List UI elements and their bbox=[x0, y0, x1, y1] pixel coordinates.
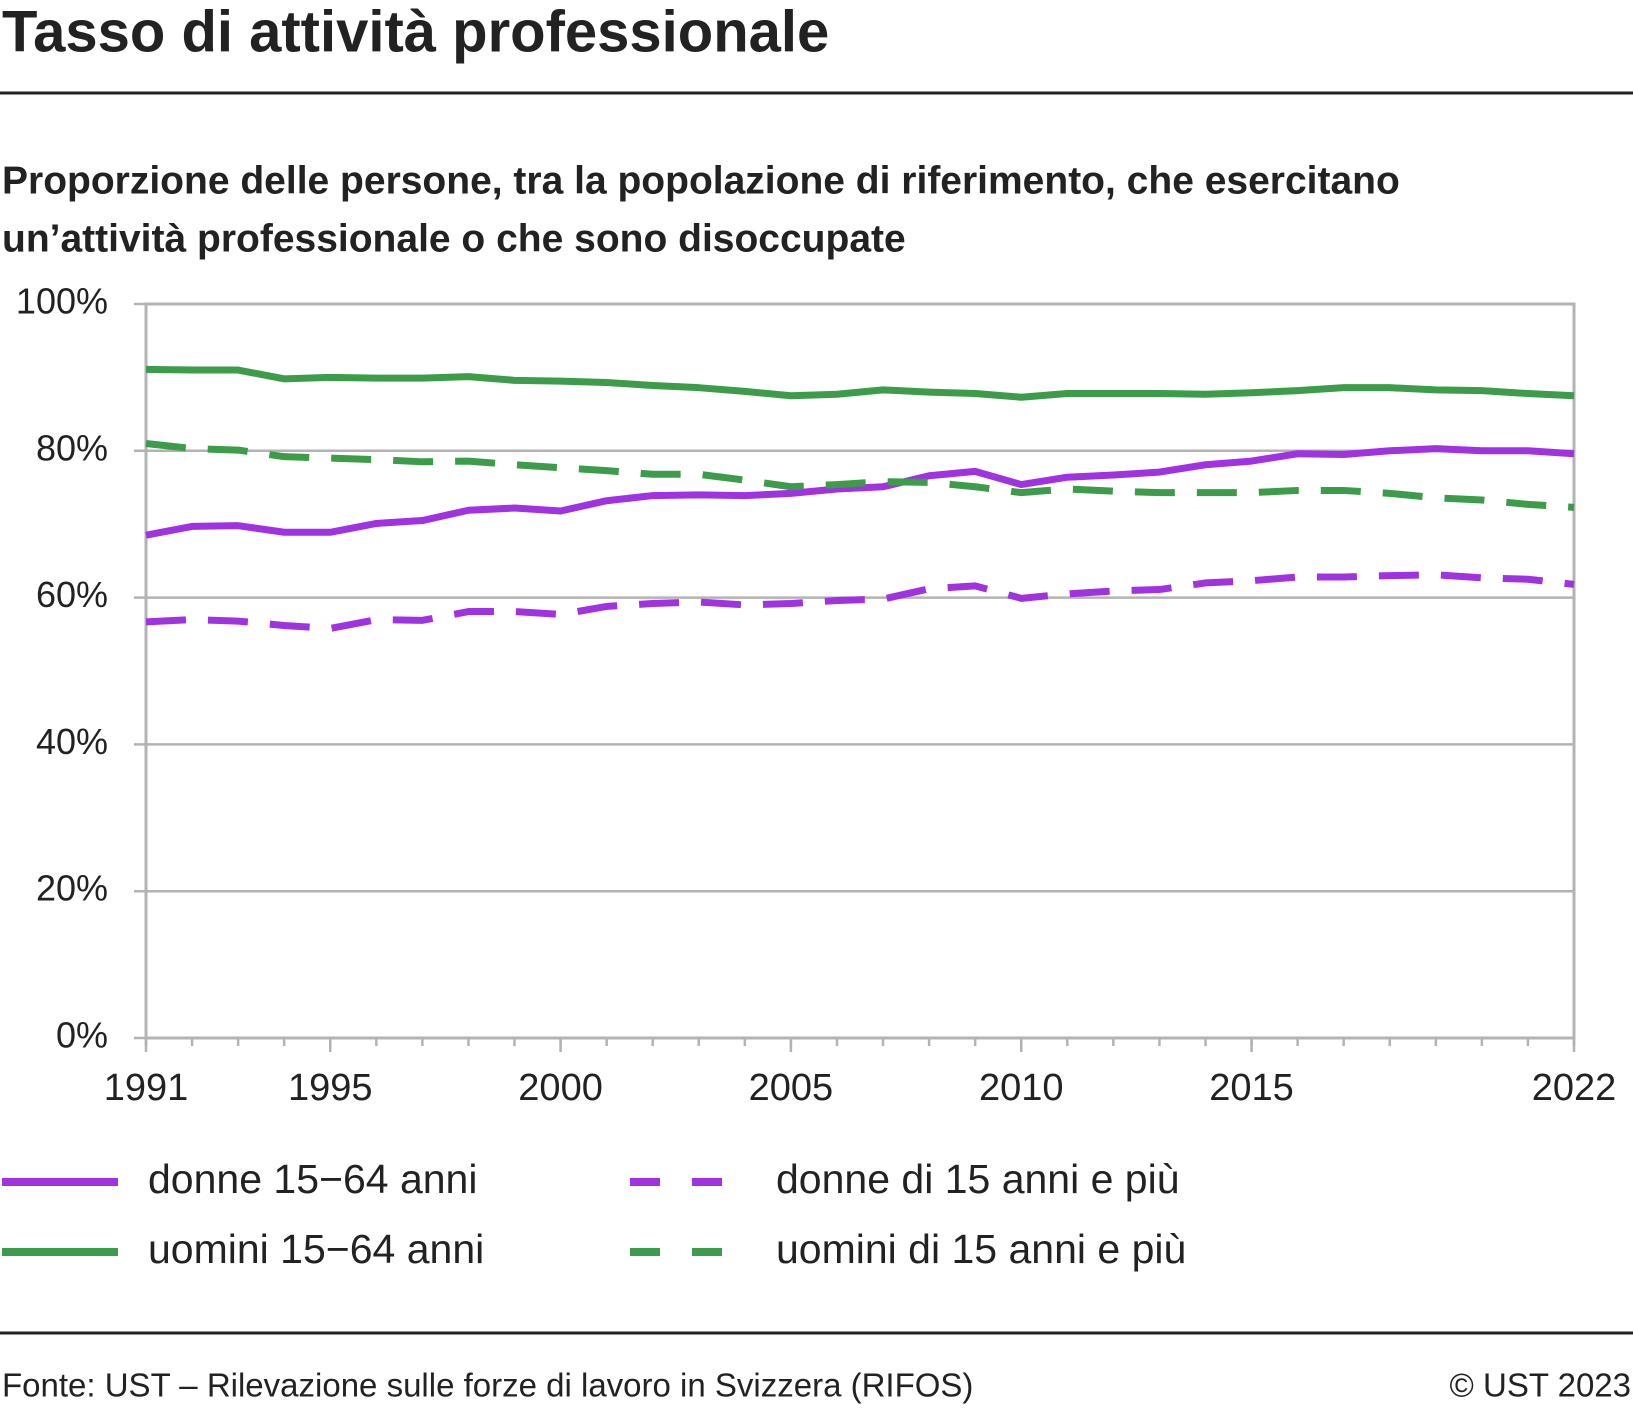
copyright: © UST 2023 bbox=[1450, 1367, 1631, 1404]
x-tick-label: 2005 bbox=[749, 1067, 834, 1109]
x-tick-label: 2022 bbox=[1532, 1067, 1617, 1109]
series-line bbox=[145, 571, 1575, 632]
series-line bbox=[145, 445, 1575, 539]
legend-label: donne di 15 anni e più bbox=[776, 1156, 1180, 1202]
y-tick-label: 60% bbox=[36, 574, 108, 615]
series-line bbox=[145, 439, 1575, 511]
y-tick-label: 0% bbox=[56, 1015, 108, 1056]
x-tick-label: 2015 bbox=[1209, 1067, 1294, 1109]
legend-label: uomini 15−64 anni bbox=[148, 1226, 484, 1272]
x-tick-label: 1991 bbox=[104, 1067, 189, 1109]
y-tick-label: 20% bbox=[36, 868, 108, 909]
chart-title: Tasso di attività professionale bbox=[2, 0, 829, 64]
y-tick-label: 80% bbox=[36, 427, 108, 468]
legend-label: donne 15−64 anni bbox=[148, 1156, 477, 1202]
x-tick-label: 2010 bbox=[979, 1067, 1064, 1109]
subtitle: Proporzione delle persone, tra la popola… bbox=[2, 159, 1400, 202]
source: Fonte: UST – Rilevazione sulle forze di … bbox=[2, 1367, 973, 1404]
x-tick-label: 1995 bbox=[288, 1067, 373, 1109]
plot-frame bbox=[144, 302, 1576, 1040]
y-tick-label: 100% bbox=[16, 281, 108, 322]
legend-label: uomini di 15 anni e più bbox=[776, 1226, 1186, 1272]
x-tick-label: 2000 bbox=[518, 1067, 603, 1109]
y-tick-label: 40% bbox=[36, 721, 108, 762]
series-line bbox=[145, 365, 1575, 401]
subtitle: un’attività professionale o che sono dis… bbox=[2, 217, 906, 260]
